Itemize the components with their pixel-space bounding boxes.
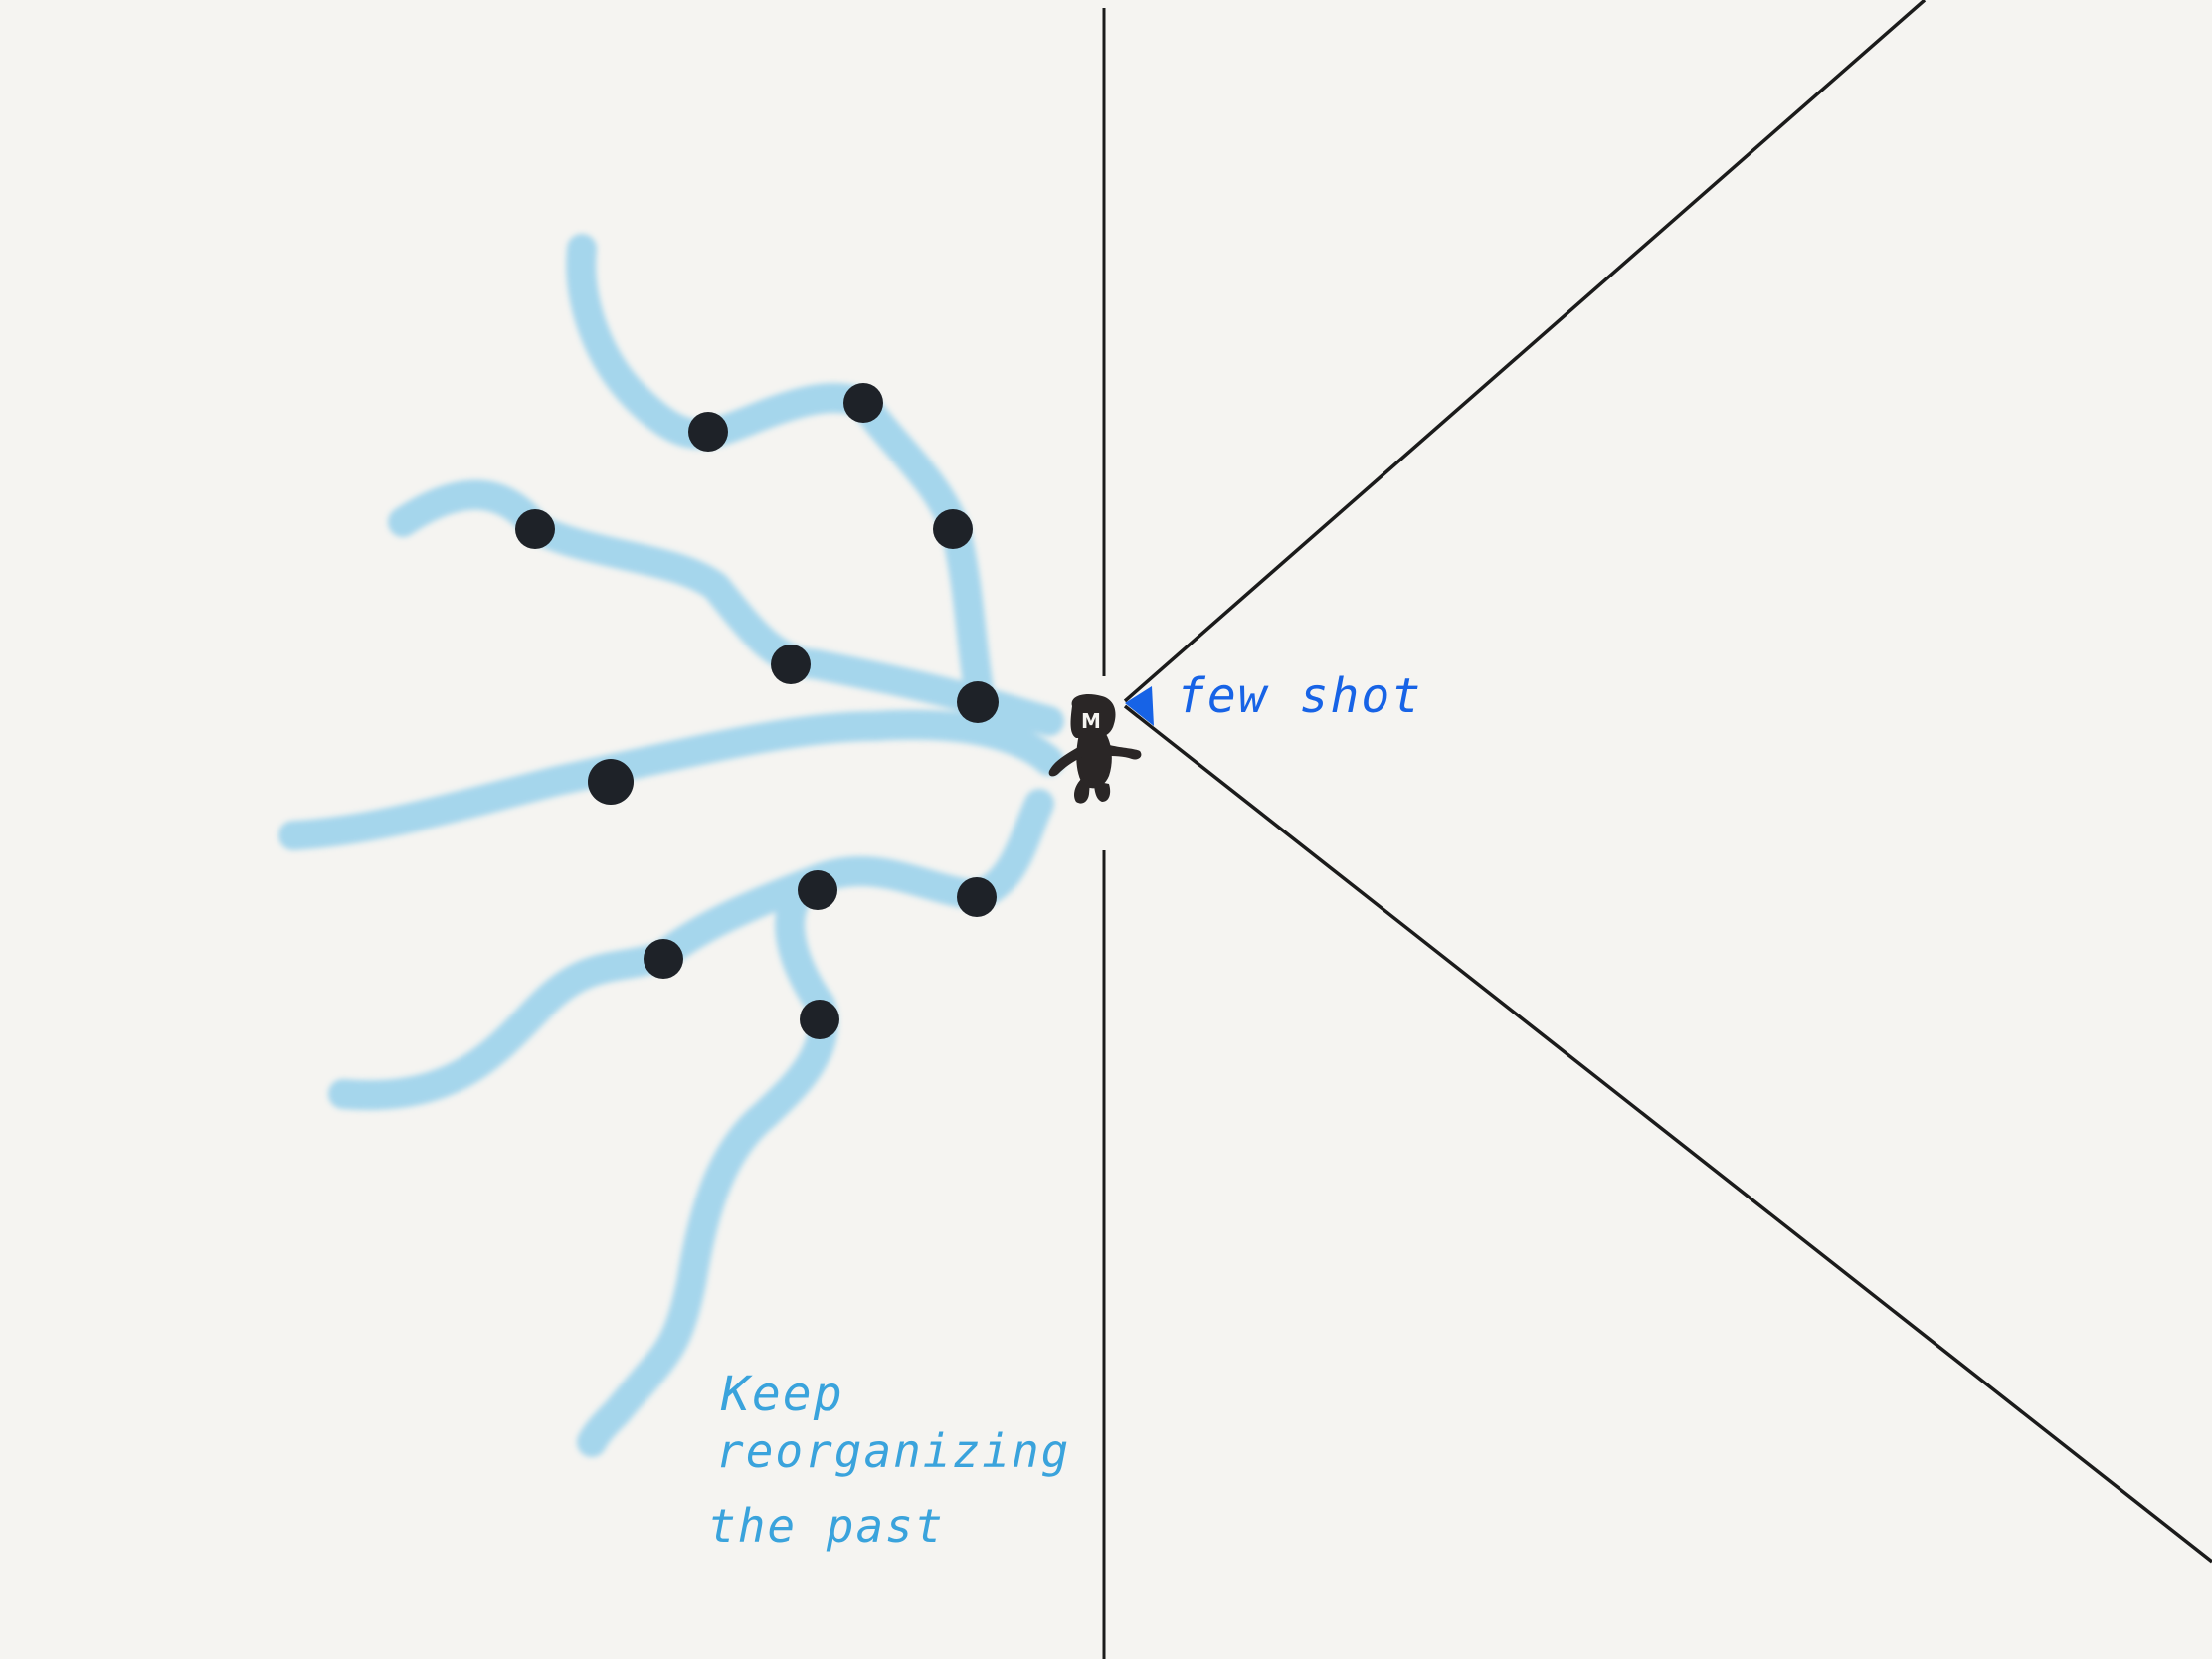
example-nodes [515,383,999,1039]
node [515,509,555,549]
node [843,383,883,423]
node [957,877,997,917]
past-trails [278,234,1064,1457]
keep-label-line-3: the past [708,1499,945,1553]
trail-top-loop [566,234,995,711]
character-letter: M [1081,709,1101,733]
keep-label-line-2: reorganizing [716,1424,1070,1478]
node [688,412,728,452]
trail-lower-right [328,789,1054,1111]
trail-lower-branch [577,865,838,1457]
node [957,681,999,723]
node [933,509,973,549]
future-cone [1123,0,2212,1564]
few-shot-label: few shot [1177,668,1422,724]
person-figure-icon [1048,694,1142,804]
cone-lower-edge [1123,704,2212,1564]
few-shot-wedge-icon [1125,686,1154,726]
keep-reorganizing-label: Keep reorganizing the past [708,1367,1070,1553]
trail-middle [278,709,1064,850]
node [588,759,634,805]
node [798,870,837,910]
node [644,939,683,979]
node [800,1000,839,1039]
keep-label-line-1: Keep [720,1367,844,1422]
cone-upper-edge [1123,0,1927,703]
node [771,645,811,684]
